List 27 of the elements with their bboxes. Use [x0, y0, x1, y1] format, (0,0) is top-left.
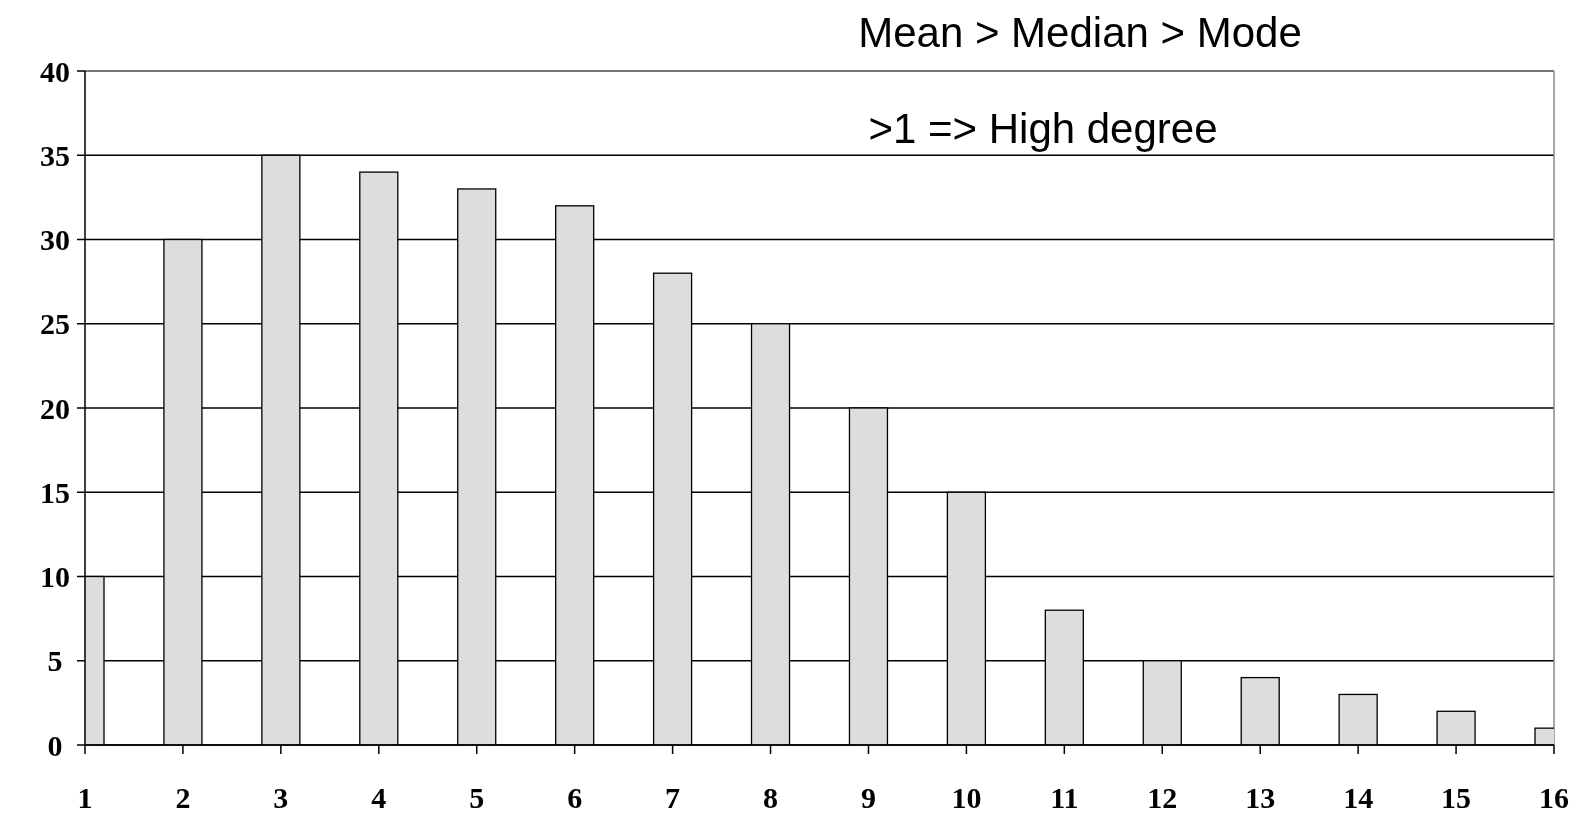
x-tick-label: 12 — [1147, 781, 1178, 814]
x-tick-label: 4 — [371, 781, 387, 814]
x-tick-label: 3 — [273, 781, 289, 814]
x-tick-label: 1 — [77, 781, 93, 814]
y-tick-label: 0 — [47, 728, 63, 762]
x-tick-label: 15 — [1441, 781, 1472, 814]
y-tick-label: 25 — [40, 307, 70, 341]
y-tick-label: 10 — [40, 560, 70, 593]
x-tick-label: 2 — [175, 781, 191, 814]
y-tick-label: 20 — [40, 391, 70, 425]
x-tick-label: 5 — [469, 781, 485, 814]
y-tick-label: 35 — [40, 138, 70, 172]
y-tick-label: 5 — [47, 644, 63, 678]
x-tick-label: 7 — [665, 781, 681, 814]
x-tick-label: 9 — [860, 781, 876, 814]
x-tick-label: 16 — [1539, 781, 1569, 814]
text: Mean > Median > Mode — [858, 8, 1302, 56]
x-tick-label: 8 — [763, 781, 779, 814]
x-tick-label: 10 — [951, 781, 982, 814]
x-tick-label: 14 — [1343, 781, 1374, 814]
y-tick-label: 15 — [40, 475, 70, 509]
y-tick-label: 30 — [40, 223, 70, 256]
x-tick-label: 11 — [1050, 781, 1079, 814]
y-tick-label: 40 — [40, 54, 70, 88]
x-tick-label: 13 — [1245, 781, 1276, 814]
annotation: >1 => High degree — [868, 104, 1218, 152]
x-tick-label: 6 — [567, 781, 583, 814]
